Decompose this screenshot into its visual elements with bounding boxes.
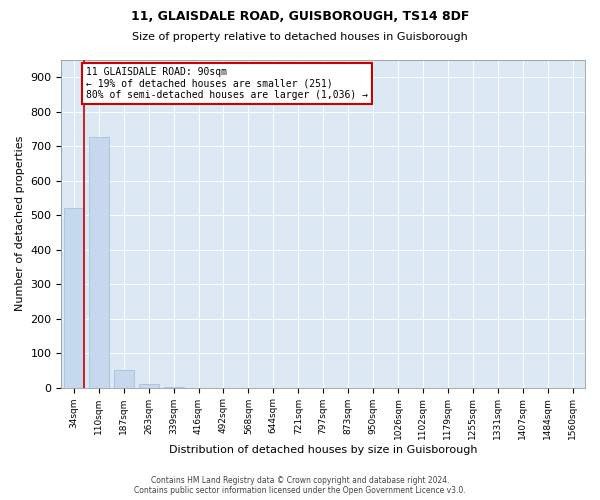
- Bar: [114, 370, 134, 388]
- Bar: [139, 384, 158, 388]
- Text: 11 GLAISDALE ROAD: 90sqm
← 19% of detached houses are smaller (251)
80% of semi-: 11 GLAISDALE ROAD: 90sqm ← 19% of detach…: [86, 67, 368, 100]
- X-axis label: Distribution of detached houses by size in Guisborough: Distribution of detached houses by size …: [169, 445, 478, 455]
- Y-axis label: Number of detached properties: Number of detached properties: [15, 136, 25, 312]
- Text: Contains HM Land Registry data © Crown copyright and database right 2024.
Contai: Contains HM Land Registry data © Crown c…: [134, 476, 466, 495]
- Bar: [64, 208, 84, 388]
- Bar: [164, 386, 184, 388]
- Text: Size of property relative to detached houses in Guisborough: Size of property relative to detached ho…: [132, 32, 468, 42]
- Text: 11, GLAISDALE ROAD, GUISBOROUGH, TS14 8DF: 11, GLAISDALE ROAD, GUISBOROUGH, TS14 8D…: [131, 10, 469, 23]
- Bar: [89, 137, 109, 388]
